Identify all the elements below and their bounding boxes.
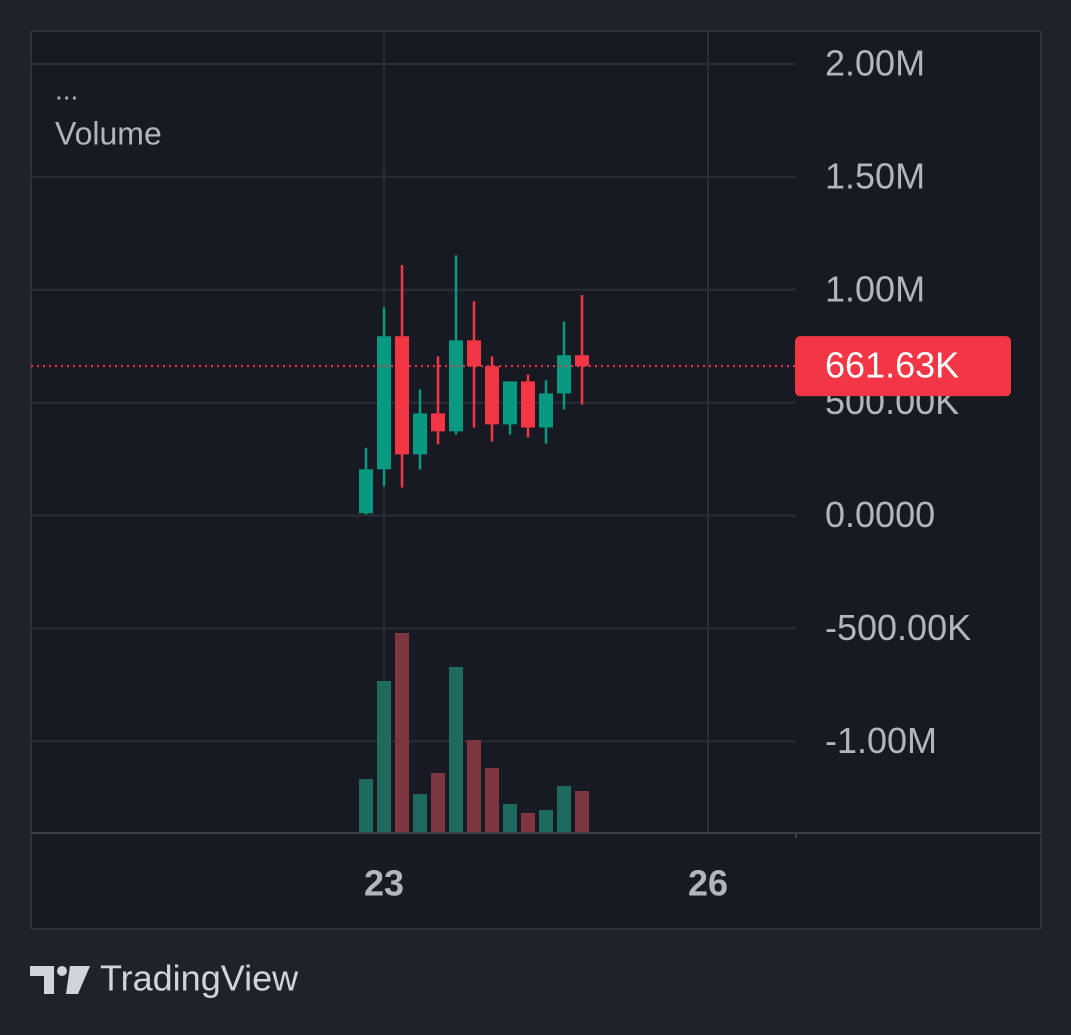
- candle-body: [574, 355, 589, 367]
- volume-bar: [574, 791, 589, 833]
- x-tick-label: 23: [364, 863, 404, 904]
- volume-bar: [557, 786, 572, 833]
- volume-bar: [485, 768, 500, 833]
- candle-body: [395, 336, 410, 455]
- chart-frame: [30, 30, 1042, 930]
- candle-body: [449, 340, 464, 432]
- candle-body: [431, 413, 446, 432]
- logo: [30, 966, 90, 994]
- candle-body: [503, 381, 518, 425]
- candle-body: [485, 366, 500, 425]
- volume-bar: [449, 667, 464, 833]
- candle-body: [521, 381, 536, 428]
- volume-bar: [413, 794, 428, 833]
- volume-bar: [359, 779, 374, 833]
- candle-body: [413, 413, 428, 455]
- last-price-label: 661.63K: [825, 345, 959, 386]
- volume-bar: [377, 681, 392, 833]
- legend-title: ...: [55, 74, 78, 105]
- y-tick-label: 2.00M: [825, 42, 925, 83]
- last-price-badge: [795, 336, 1011, 397]
- y-tick-label: -1.00M: [825, 720, 937, 761]
- volume-bar: [467, 740, 482, 833]
- volume-bar: [395, 633, 410, 833]
- volume-bar: [503, 804, 518, 833]
- y-tick-label: 0.0000: [825, 494, 935, 535]
- y-tick-label: 1.50M: [825, 155, 925, 196]
- candle-body: [359, 469, 374, 514]
- volume-bar: [431, 773, 446, 833]
- candle-body: [539, 393, 554, 428]
- x-tick-label: 26: [688, 863, 728, 904]
- candle-body: [467, 340, 482, 367]
- candle-body: [377, 336, 392, 470]
- y-tick-label: -500.00K: [825, 607, 971, 648]
- y-tick-label: 1.00M: [825, 268, 925, 309]
- volume-bar: [539, 810, 554, 833]
- brand: TradingView: [100, 958, 299, 999]
- candle-body: [557, 355, 572, 394]
- volume-bar: [521, 813, 536, 833]
- volume-label: Volume: [55, 115, 162, 151]
